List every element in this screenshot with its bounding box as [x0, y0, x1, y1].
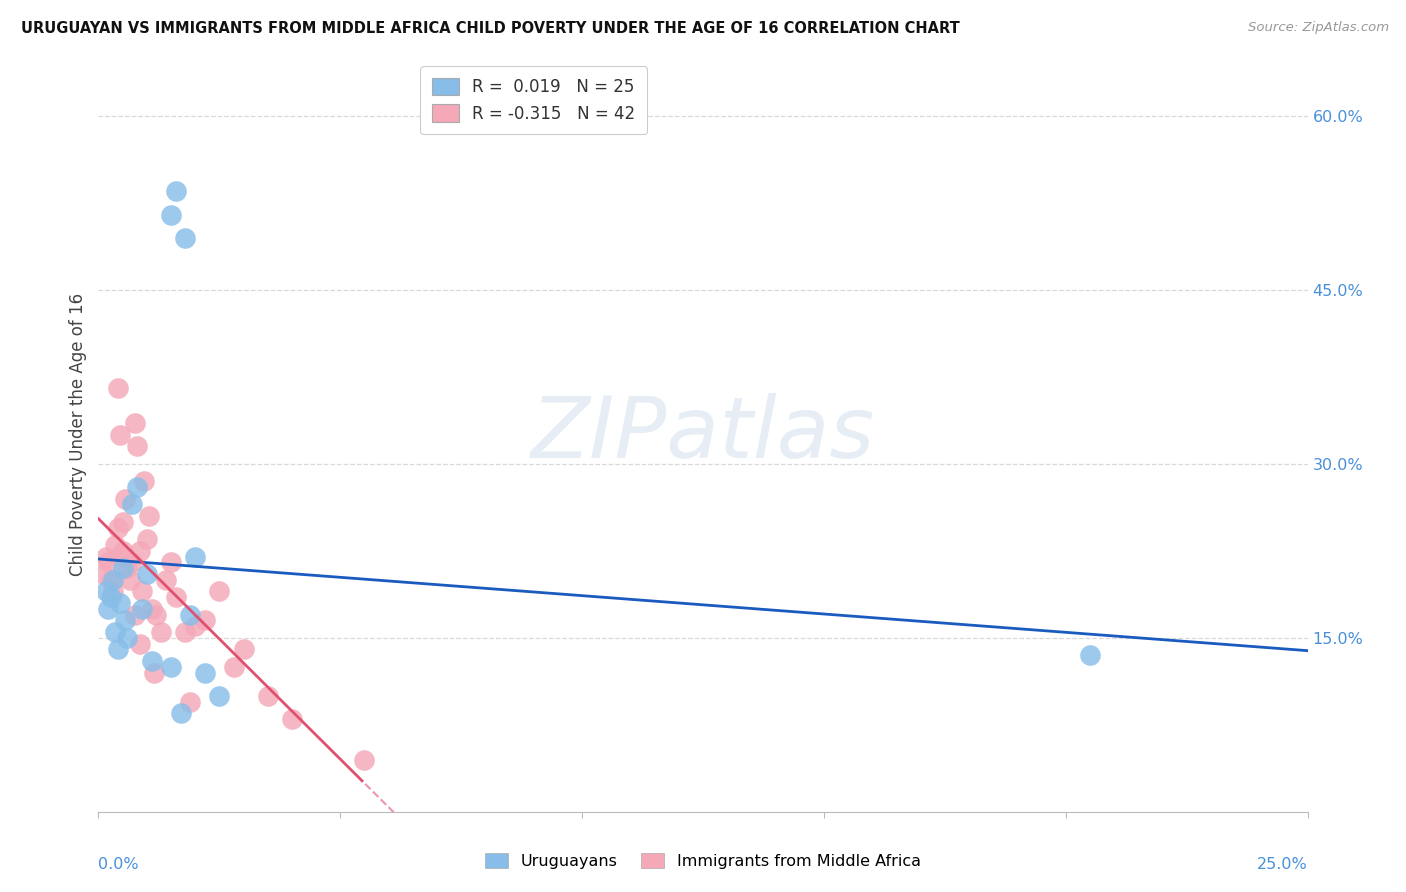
Text: URUGUAYAN VS IMMIGRANTS FROM MIDDLE AFRICA CHILD POVERTY UNDER THE AGE OF 16 COR: URUGUAYAN VS IMMIGRANTS FROM MIDDLE AFRI…	[21, 21, 960, 37]
Point	[111, 515, 134, 529]
Legend: R =  0.019   N = 25, R = -0.315   N = 42: R = 0.019 N = 25, R = -0.315 N = 42	[420, 66, 647, 135]
Point	[94, 549, 117, 564]
Point	[141, 601, 163, 615]
Point	[184, 549, 207, 564]
Point	[107, 382, 129, 396]
Point	[101, 573, 124, 587]
Point	[179, 607, 201, 622]
Text: 25.0%: 25.0%	[1257, 857, 1308, 872]
Point	[104, 624, 127, 639]
Point	[114, 614, 136, 628]
Text: 0.0%: 0.0%	[98, 857, 139, 872]
Point	[169, 706, 191, 721]
Point	[165, 591, 187, 605]
Point	[94, 584, 117, 599]
Point	[232, 642, 254, 657]
Point	[353, 753, 375, 767]
Point	[155, 573, 177, 587]
Point	[135, 532, 157, 546]
Point	[127, 440, 149, 453]
Point	[150, 624, 173, 639]
Point	[127, 480, 149, 494]
Point	[128, 637, 150, 651]
Point	[141, 654, 163, 668]
Point	[114, 549, 136, 564]
Point	[121, 555, 143, 569]
Point	[281, 712, 304, 726]
Point	[194, 614, 217, 628]
Legend: Uruguayans, Immigrants from Middle Africa: Uruguayans, Immigrants from Middle Afric…	[478, 845, 928, 877]
Point	[97, 555, 120, 569]
Point	[117, 631, 139, 645]
Point	[1078, 648, 1101, 662]
Point	[160, 207, 183, 221]
Text: Source: ZipAtlas.com: Source: ZipAtlas.com	[1249, 21, 1389, 35]
Text: ZIPatlas: ZIPatlas	[531, 393, 875, 476]
Point	[145, 607, 167, 622]
Point	[174, 230, 197, 244]
Point	[222, 660, 245, 674]
Point	[208, 584, 231, 599]
Point	[100, 573, 122, 587]
Point	[128, 543, 150, 558]
Point	[135, 567, 157, 582]
Point	[134, 475, 156, 489]
Point	[160, 660, 183, 674]
Point	[160, 555, 183, 569]
Point	[104, 538, 127, 552]
Point	[91, 567, 114, 582]
Point	[174, 624, 197, 639]
Point	[100, 591, 122, 605]
Point	[108, 596, 131, 610]
Point	[165, 184, 187, 198]
Y-axis label: Child Poverty Under the Age of 16: Child Poverty Under the Age of 16	[69, 293, 87, 576]
Point	[107, 521, 129, 535]
Point	[108, 427, 131, 442]
Point	[124, 416, 146, 430]
Point	[179, 694, 201, 708]
Point	[118, 573, 141, 587]
Point	[114, 491, 136, 506]
Point	[208, 689, 231, 703]
Point	[121, 498, 143, 512]
Point	[143, 665, 166, 680]
Point	[138, 508, 160, 523]
Point	[111, 561, 134, 575]
Point	[107, 642, 129, 657]
Point	[101, 584, 124, 599]
Point	[131, 584, 153, 599]
Point	[97, 601, 120, 615]
Point	[256, 689, 278, 703]
Point	[117, 561, 139, 575]
Point	[184, 619, 207, 633]
Point	[194, 665, 217, 680]
Point	[111, 543, 134, 558]
Point	[124, 607, 146, 622]
Point	[131, 601, 153, 615]
